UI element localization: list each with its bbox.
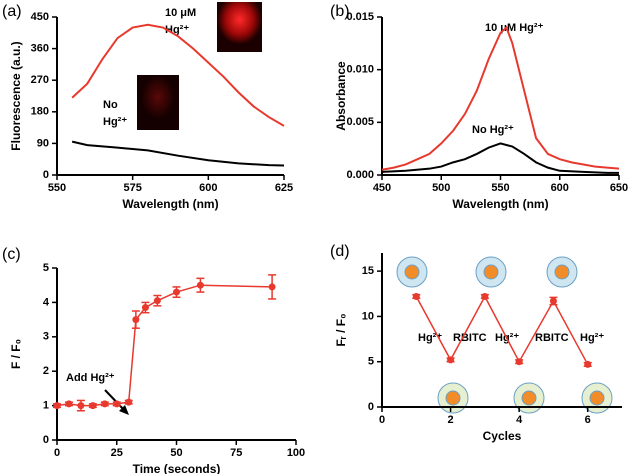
y-tick-label: 0.010 (346, 64, 374, 76)
y-tick-label: 4 (43, 296, 50, 308)
x-tick-label: 4 (516, 414, 523, 426)
annotation: Hg²⁺ (580, 332, 604, 344)
point (89, 402, 97, 410)
point (173, 288, 180, 296)
x-tick-label: 550 (491, 182, 509, 194)
y-tick-label: 3 (43, 331, 49, 343)
point (53, 402, 61, 410)
y-axis-label: Fluorescence (a.u.) (9, 41, 23, 150)
y-tick-label: 0.005 (346, 116, 374, 128)
annotation: Hg²⁺ (103, 116, 127, 128)
x-tick-label: 25 (111, 447, 123, 459)
point (77, 402, 85, 410)
y-tick-label: 0 (368, 401, 374, 413)
inset-photo (217, 2, 262, 52)
x-tick-label: 625 (275, 182, 293, 194)
point (113, 400, 121, 408)
annotation: RBITC (535, 332, 569, 344)
y-tick-label: 180 (31, 106, 49, 118)
annotation: 10 μM (165, 7, 196, 19)
x-tick-label: 0 (54, 447, 60, 459)
point (481, 292, 489, 300)
panel-label: (b) (330, 3, 350, 20)
x-tick-label: 650 (610, 182, 628, 194)
annotation: No (103, 99, 118, 111)
point (549, 297, 557, 305)
x-tick-label: 100 (287, 447, 305, 459)
y-axis-label: Fᵣ / F₀ (334, 313, 348, 346)
x-tick-label: 550 (48, 182, 66, 194)
point (125, 398, 133, 406)
arrow-head (119, 405, 129, 415)
point (65, 400, 73, 408)
y-tick-label: 270 (31, 74, 49, 86)
panel-label: (a) (2, 3, 22, 20)
y-tick-label: 10 (362, 310, 374, 322)
x-tick-label: 500 (432, 182, 450, 194)
y-tick-label: 0 (43, 434, 49, 446)
y-tick-label: 5 (43, 262, 49, 274)
annotation: No Hg²⁺ (472, 124, 514, 136)
y-tick-label: 450 (31, 11, 49, 23)
x-axis-label: Time (seconds) (133, 462, 221, 474)
panel-label: (c) (2, 246, 21, 263)
x-tick-label: 2 (448, 414, 454, 426)
annotation: 10 μM Hg²⁺ (485, 22, 544, 34)
series-line (56, 284, 273, 407)
point (412, 292, 420, 300)
point (141, 304, 149, 312)
point (132, 316, 140, 324)
y-tick-label: 0.015 (346, 11, 374, 23)
point (153, 297, 161, 305)
y-axis-label: Absorbance (334, 61, 348, 131)
y-axis-label: F / F₀ (9, 339, 23, 369)
x-axis-label: Cycles (483, 429, 522, 443)
x-tick-label: 450 (373, 182, 391, 194)
panel-label: (d) (330, 243, 350, 260)
nanoparticle-icons (396, 256, 613, 414)
x-tick-label: 0 (379, 414, 385, 426)
annotation: Add Hg²⁺ (66, 372, 115, 384)
y-tick-label: 2 (43, 365, 49, 377)
y-tick-label: 0 (43, 169, 49, 181)
x-axis-label: Wavelength (nm) (452, 197, 548, 211)
x-tick-label: 600 (199, 182, 217, 194)
series-line (381, 142, 619, 174)
point (196, 281, 204, 289)
y-tick-label: 0.000 (346, 169, 374, 181)
x-tick-label: 600 (551, 182, 569, 194)
y-tick-label: 15 (362, 265, 374, 277)
x-tick-label: 75 (230, 447, 242, 459)
series-line (71, 140, 285, 167)
inset-photo (137, 75, 179, 130)
point (268, 283, 276, 291)
x-axis-label: Wavelength (nm) (122, 197, 218, 211)
x-tick-label: 575 (123, 182, 141, 194)
x-tick-label: 6 (585, 414, 591, 426)
point (584, 360, 592, 368)
y-tick-label: 90 (37, 137, 49, 149)
y-tick-label: 360 (31, 43, 49, 55)
y-tick-label: 5 (368, 356, 374, 368)
y-tick-label: 1 (43, 400, 49, 412)
point (101, 400, 109, 408)
x-tick-label: 50 (170, 447, 182, 459)
point (515, 358, 523, 366)
point (447, 356, 455, 364)
annotation: RBITC (453, 332, 487, 344)
series-line (415, 294, 589, 365)
series-line (381, 25, 620, 171)
series-line (71, 23, 285, 127)
